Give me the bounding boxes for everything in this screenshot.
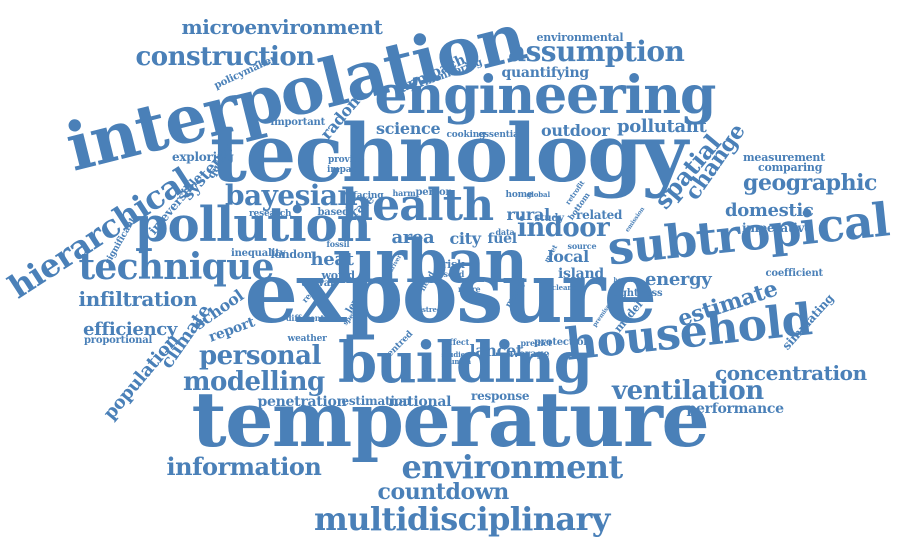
word-environment: environment [401,448,624,486]
word-heat: heat [310,249,354,270]
word-important: important [270,117,326,128]
word-infiltration: infiltration [78,287,198,311]
word-based: based [317,207,350,218]
word-imperative: imperative [742,221,812,235]
word-building: building [338,330,593,396]
word-taiwan: taiwan [301,278,338,289]
word-temperature: temperature [191,375,710,464]
word-area: area [391,227,435,248]
word-lancet: lancet [469,341,524,360]
word-tightness: tightness [612,288,663,299]
word-source: source [567,241,597,251]
word-fuel: fuel [487,231,518,247]
word-construction: construction [135,42,316,72]
word-technology: technology [210,106,688,200]
word-pollution: pollution [135,197,372,253]
word-studies: studies [441,349,469,359]
word-predict: predict [520,338,552,348]
word-research: research [249,208,292,219]
word-fossil: fossil [326,239,350,249]
word-inequality: inequality [231,248,286,259]
word-harm: harm [392,188,416,198]
word-science: science [376,119,441,138]
word-domestic: domestic [725,200,814,221]
word-provide: provide [328,154,365,165]
word-city: city [449,229,482,248]
word-estimation: estimation [341,394,412,408]
word-different: different [286,313,324,323]
word-multidisciplinary: multidisciplinary [314,500,610,538]
word-efficiency: efficiency [83,319,177,340]
word-solid: solid [443,269,465,279]
word-facing: facing [353,190,384,201]
word-urban: urban [333,227,528,297]
word-cleaner: cleaner [552,282,581,292]
word-world: world [321,268,356,282]
word-more: more [458,284,481,294]
word-indoor: indoor [517,213,610,243]
word-comparing: comparing [758,160,823,174]
word-study: study [534,213,565,224]
word-risk: risk [441,257,465,271]
word-global: global [526,189,551,199]
word-national: national [388,394,452,410]
word-london: london [270,247,312,261]
word-technique: technique [78,246,275,288]
word-performance: performance [686,401,785,417]
word-person: person [415,187,453,198]
word-coefficient: coefficient [765,268,824,279]
word-environmental: environmental [536,30,624,44]
word-proportional: proportional [84,335,153,346]
word-bayesian: bayesian [225,179,358,212]
word-street: street [422,304,445,314]
word-cooking: cooking [446,129,486,140]
word-local: local [547,247,590,266]
word-penetration: penetration [257,394,347,410]
word-ventilation: ventilation [612,376,764,406]
word-modelling: modelling [183,367,325,397]
word-quantifying: quantifying [501,65,590,81]
word-heating: heating [613,277,639,284]
word-impact: impact [327,164,361,175]
word-concentration: concentration [715,361,867,385]
word-geographic: geographic [743,170,878,196]
word-assumption: assumption [508,35,685,68]
word-effect: effect [444,337,470,347]
word-personal: personal [199,341,321,371]
word-protection: protection [534,337,591,348]
word-pollutant: pollutant [617,116,707,137]
word-measurement: measurement [743,150,826,164]
word-human: human [444,356,472,366]
word-home: home [505,189,533,200]
word-information: information [166,452,322,481]
word-essential: essential [478,129,523,140]
word-island: island [558,266,604,282]
word-exploring: exploring [172,150,234,164]
word-weather: weather [287,333,327,344]
word-energy: energy [645,269,712,290]
word-exposure: exposure [244,243,658,342]
word-data: data [495,227,515,237]
word-microenvironment: microenvironment [181,15,383,39]
word-average: average [507,349,550,360]
word-engineering: engineering [374,65,717,126]
word-outdoor: outdoor [541,121,610,140]
word-related: related [576,208,623,222]
word-response: response [471,389,530,403]
word-health: health [341,180,494,231]
word-rural: rural [506,205,551,224]
word-countdown: countdown [377,479,510,505]
